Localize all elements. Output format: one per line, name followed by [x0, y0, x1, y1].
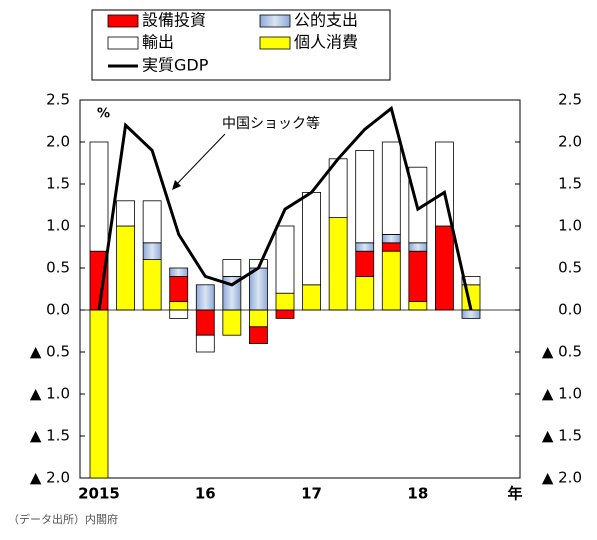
x-axis-label: 年 — [507, 485, 522, 503]
source: （データ出所）内閣府 — [8, 512, 118, 526]
y2-tick-label: 2.0 — [558, 133, 582, 151]
bar-segment — [435, 225, 454, 311]
y-tick-label: ▲ 1.0 — [30, 385, 70, 403]
legend-label: 輸出 — [142, 33, 174, 52]
bar-segment — [328, 217, 348, 311]
legend-label: 実質GDP — [142, 56, 209, 75]
y2-tick-label: 0.5 — [558, 259, 582, 277]
arrow-head — [172, 180, 181, 190]
bar-segment — [222, 259, 242, 277]
x-tick-label: 16 — [195, 485, 216, 503]
bar-segment — [89, 309, 109, 479]
x-tick-label: 18 — [407, 485, 428, 503]
gdp-line — [97, 105, 473, 311]
y-tick-label: 2.5 — [46, 91, 70, 109]
bar-segment — [381, 242, 401, 252]
y-tick-label: ▲ 1.5 — [30, 427, 70, 445]
bar-segment — [169, 267, 189, 277]
bar-segment — [381, 233, 401, 244]
bar-segment — [195, 284, 215, 311]
plot-frame — [79, 99, 521, 479]
y2-tick-label: 1.5 — [558, 175, 582, 193]
bar-segment — [169, 309, 189, 319]
bar-segment — [169, 301, 189, 311]
legend-swatch — [107, 14, 139, 28]
bar-segment — [142, 259, 162, 311]
bar-segment — [381, 250, 401, 311]
y-tick-label: 0.0 — [46, 301, 70, 319]
x-tick-label: 2015 — [78, 485, 120, 503]
bar-segment — [195, 334, 215, 353]
bar-segment — [116, 225, 135, 311]
bar-segment — [275, 309, 295, 319]
y-tick-label: ▲ 2.0 — [30, 469, 70, 487]
bar-segment — [381, 141, 401, 235]
y2-tick-label: ▲ 1.5 — [542, 427, 582, 445]
bar-segment — [249, 267, 268, 311]
bar-segment — [355, 242, 375, 252]
bar-segment — [249, 309, 268, 328]
bar-segment — [408, 242, 428, 252]
bar-segment — [142, 200, 162, 244]
y-tick-label: 2.0 — [46, 133, 70, 151]
y2-tick-label: 0.0 — [558, 301, 582, 319]
legend-swatch — [259, 36, 291, 50]
annotation: 中国ショック等 — [222, 115, 320, 132]
bar-segment — [249, 326, 268, 344]
annotation-arrow — [174, 133, 226, 187]
y2-tick-label: 2.5 — [558, 91, 582, 109]
y2-tick-label: ▲ 0.5 — [542, 343, 582, 361]
bar-segment — [408, 250, 428, 302]
y-tick-label: ▲ 0.5 — [30, 343, 70, 361]
y-tick-label: 1.0 — [46, 217, 70, 235]
legend-label: 個人消費 — [294, 33, 358, 52]
bar-segment — [89, 141, 109, 252]
legend-label: 公的支出 — [294, 11, 358, 30]
y-tick-label: 1.5 — [46, 175, 70, 193]
bar-segment — [302, 284, 321, 311]
y2-tick-label: ▲ 1.0 — [542, 385, 582, 403]
bar-segment — [435, 141, 454, 227]
y2-tick-label: ▲ 2.0 — [542, 469, 582, 487]
bar-segment — [355, 149, 375, 244]
legend-box — [91, 9, 391, 81]
bar-segment — [195, 309, 215, 336]
legend-label: 設備投資 — [142, 11, 206, 30]
bar-segment — [461, 309, 481, 319]
bar-segment — [275, 225, 295, 294]
bar-segment — [142, 242, 162, 261]
bar-segment — [275, 292, 295, 311]
bar-segment — [169, 275, 189, 302]
bar-segment — [355, 250, 375, 277]
bar-segment — [355, 275, 375, 311]
x-tick-label: 17 — [301, 485, 322, 503]
bar-segment — [408, 301, 428, 311]
bar-segment — [116, 200, 135, 227]
unit-label: % — [97, 107, 110, 122]
bar-segment — [302, 191, 321, 286]
legend-swatch — [107, 36, 139, 50]
bar-segment — [222, 309, 242, 336]
y2-tick-label: 1.0 — [558, 217, 582, 235]
legend-swatch — [259, 14, 291, 28]
bar-segment — [461, 275, 481, 286]
y-tick-label: 0.5 — [46, 259, 70, 277]
